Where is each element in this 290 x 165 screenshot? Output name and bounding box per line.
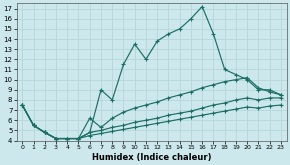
X-axis label: Humidex (Indice chaleur): Humidex (Indice chaleur) [92, 152, 211, 162]
